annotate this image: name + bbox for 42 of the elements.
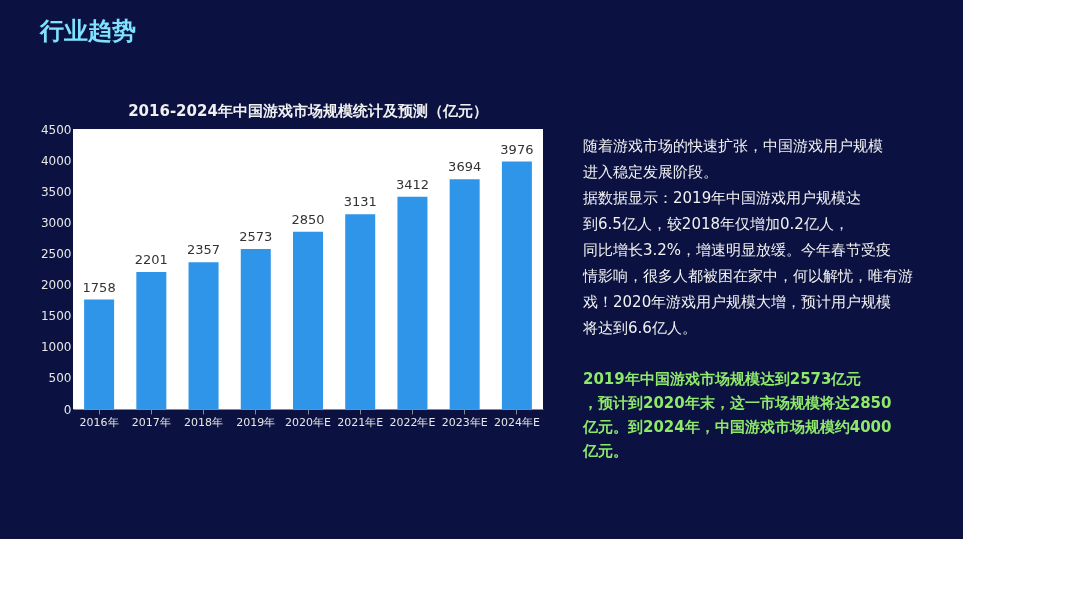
data-label: 3694: [448, 159, 482, 175]
chart-title: 行业趋势: [39, 17, 137, 45]
y-tick-label: 4500: [40, 122, 72, 137]
data-label: 2573: [239, 228, 273, 244]
text: 2019年中国游戏市场规模达到2573亿元，预计到2020年末，这一市场规模将达2850亿元。到2024年，中国游戏市场规模约4000亿元。: [582, 370, 892, 460]
bar: [188, 262, 219, 409]
x-tick-label: 2023年E: [441, 415, 488, 429]
y-tick-label: 1500: [40, 309, 72, 324]
data-label: 2850: [291, 211, 325, 227]
y-tick-label: 4000: [40, 153, 72, 168]
bar: [136, 272, 167, 409]
x-tick-label: 2018年: [184, 415, 224, 429]
data-label: 3976: [500, 141, 534, 157]
bar: [449, 179, 480, 409]
text: 据数据显示：2019年中国游戏用户规模达到6.5亿人，较2018年仅增加0.2亿人，同比增长3.2%，增速明显放缓。今年春节受疫情影响，很多人都被困在家中，何以解忧，唯有游戏！2020年游戏用户规模大增，预计用户规模将达到6.6亿人。: [582, 189, 913, 337]
y-tick-label: 0: [63, 402, 72, 417]
chart-subtitle: 2016-2024年中国游戏市场规模统计及预测（亿元）: [128, 102, 488, 120]
x-tick-label: 2021年E: [337, 415, 384, 429]
y-tick-label: 2000: [40, 278, 72, 293]
bar: [397, 196, 428, 409]
x-tick-label: 2019年: [236, 415, 276, 429]
data-label: 3412: [395, 176, 429, 192]
bar: [84, 299, 115, 409]
y-tick-label: 3500: [40, 184, 72, 199]
x-tick-label: 2024年E: [493, 415, 540, 429]
text: 随着游戏市场的快速扩张，中国游戏用户规模进入稳定发展阶段。: [583, 137, 883, 181]
y-tick-label: 3000: [40, 215, 72, 230]
bar: [293, 231, 323, 409]
x-tick-label: 2022年E: [389, 415, 436, 429]
y-tick-label: 1000: [40, 340, 72, 355]
bar: [240, 248, 271, 409]
data-label: 2201: [134, 252, 168, 268]
x-tick-label: 2017年: [131, 415, 171, 429]
data-label: 3131: [343, 194, 377, 210]
bar: [501, 161, 532, 409]
x-tick-label: 2020年E: [285, 415, 332, 429]
data-label: 1758: [82, 279, 116, 295]
bar: [345, 214, 376, 409]
data-label: 2357: [187, 242, 221, 258]
x-tick-label: 2016年: [79, 415, 119, 429]
y-tick-label: 2500: [40, 246, 72, 261]
y-tick-label: 500: [48, 371, 72, 386]
